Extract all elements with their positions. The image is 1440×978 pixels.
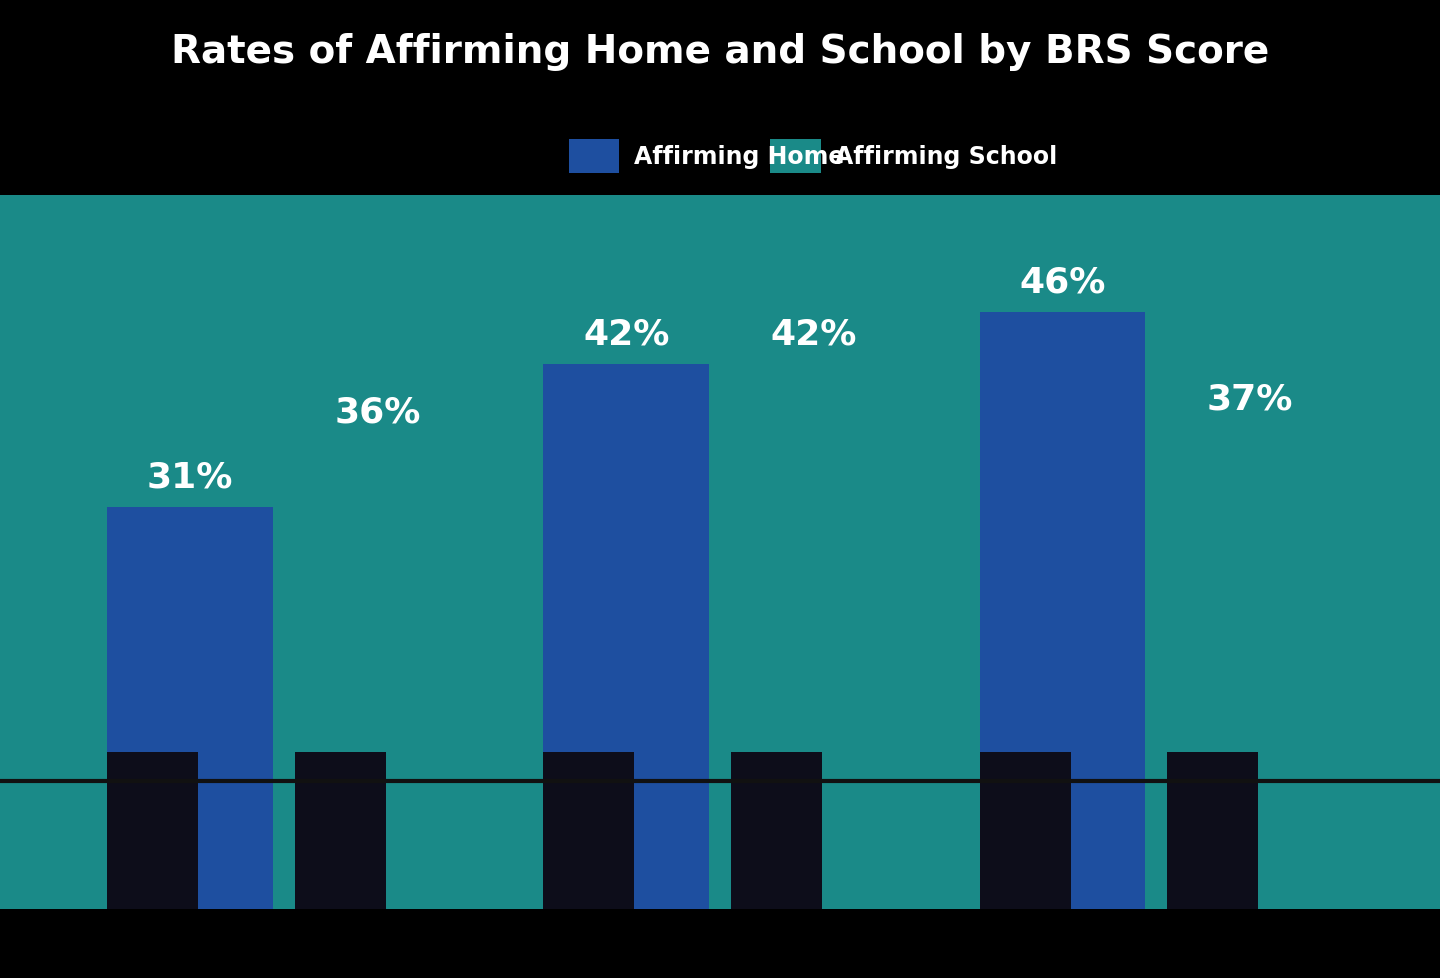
Text: 42%: 42% — [583, 318, 670, 351]
Text: Affirming Home: Affirming Home — [634, 145, 844, 169]
Text: 31%: 31% — [147, 461, 233, 494]
Text: 42%: 42% — [770, 318, 857, 351]
Bar — [569, 140, 619, 174]
Bar — [543, 365, 708, 910]
Bar — [543, 752, 635, 910]
Text: 37%: 37% — [1207, 382, 1293, 417]
Text: 46%: 46% — [1020, 265, 1106, 299]
Bar — [979, 312, 1145, 910]
Bar — [107, 508, 272, 910]
Text: 36%: 36% — [334, 395, 420, 429]
Bar — [732, 365, 897, 910]
Text: Affirming School: Affirming School — [835, 145, 1057, 169]
Bar — [1168, 429, 1333, 910]
Bar — [770, 140, 821, 174]
Bar — [979, 752, 1071, 910]
Bar — [1168, 752, 1259, 910]
Bar — [107, 752, 199, 910]
Text: Rates of Affirming Home and School by BRS Score: Rates of Affirming Home and School by BR… — [171, 33, 1269, 71]
Bar — [295, 752, 386, 910]
Bar — [295, 442, 461, 910]
Bar — [732, 752, 822, 910]
